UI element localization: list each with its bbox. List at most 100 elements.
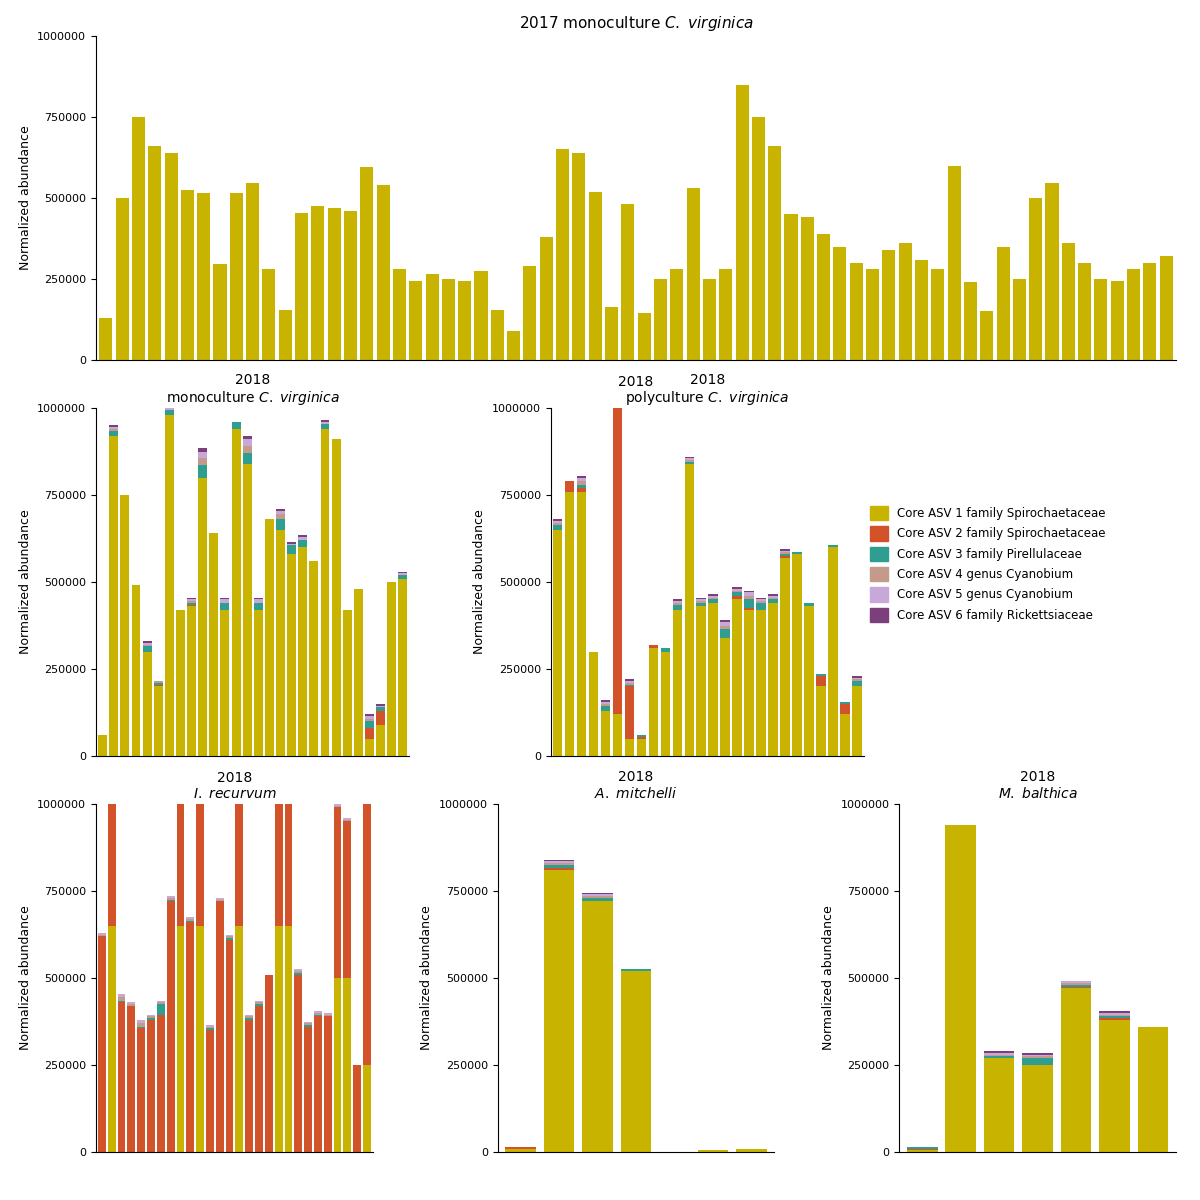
Bar <box>637 736 647 737</box>
Bar <box>186 917 194 919</box>
Bar <box>852 679 862 682</box>
Bar <box>100 318 113 360</box>
Bar <box>310 562 318 756</box>
Bar <box>565 492 575 756</box>
Bar <box>324 1014 331 1016</box>
Bar <box>984 1058 1014 1152</box>
Bar <box>756 610 766 756</box>
Bar <box>649 644 659 648</box>
Bar <box>553 521 563 523</box>
Bar <box>544 859 575 862</box>
Bar <box>276 514 284 520</box>
Bar <box>148 1020 155 1152</box>
Bar <box>601 702 611 703</box>
Bar <box>276 511 284 514</box>
Bar <box>622 204 635 360</box>
Bar <box>625 685 635 686</box>
Bar <box>294 971 302 973</box>
Bar <box>265 520 274 756</box>
Bar <box>304 1024 312 1025</box>
Bar <box>398 578 407 756</box>
Bar <box>768 598 778 599</box>
Bar <box>276 509 284 511</box>
Bar <box>661 648 670 652</box>
Bar <box>696 606 706 756</box>
Bar <box>768 594 778 596</box>
Bar <box>544 865 575 869</box>
Bar <box>246 184 259 360</box>
Bar <box>127 1004 136 1006</box>
Bar <box>364 787 371 790</box>
Bar <box>756 598 766 599</box>
Bar <box>582 893 613 894</box>
Bar <box>577 492 587 756</box>
Bar <box>334 978 342 1152</box>
Bar <box>601 703 611 706</box>
Bar <box>1099 1020 1130 1152</box>
Bar <box>828 547 838 756</box>
Bar <box>732 596 742 599</box>
Bar <box>553 529 563 756</box>
Bar <box>118 1002 126 1152</box>
Bar <box>263 269 276 360</box>
Bar <box>505 1147 536 1148</box>
Bar <box>907 1151 937 1152</box>
Bar <box>118 1001 126 1002</box>
Bar <box>736 84 749 360</box>
Bar <box>98 935 106 936</box>
Bar <box>254 602 263 610</box>
Bar <box>294 973 302 974</box>
Bar <box>672 599 682 601</box>
Bar <box>589 192 601 360</box>
Bar <box>235 677 244 679</box>
Bar <box>1099 1014 1130 1016</box>
Bar <box>284 720 293 926</box>
Bar <box>334 804 342 805</box>
Bar <box>553 520 563 521</box>
Bar <box>376 707 385 710</box>
Bar <box>275 719 282 720</box>
Bar <box>254 610 263 756</box>
Bar <box>508 331 520 360</box>
Bar <box>491 310 504 360</box>
Bar <box>816 686 826 756</box>
Bar <box>964 282 977 360</box>
Bar <box>474 271 487 360</box>
Bar <box>523 266 536 360</box>
Bar <box>601 706 611 710</box>
Bar <box>780 558 790 756</box>
Bar <box>577 478 587 481</box>
Bar <box>756 601 766 602</box>
Bar <box>311 206 324 360</box>
Title: 2018
monoculture $\it{C.\ virginica}$: 2018 monoculture $\it{C.\ virginica}$ <box>166 373 340 408</box>
Bar <box>637 737 647 738</box>
Bar <box>331 439 341 756</box>
Bar <box>661 652 670 756</box>
Bar <box>314 1012 322 1013</box>
Bar <box>127 1006 136 1152</box>
Bar <box>1138 1027 1169 1152</box>
Bar <box>343 610 352 756</box>
Bar <box>544 870 575 1152</box>
Bar <box>256 1004 263 1006</box>
Bar <box>364 784 371 785</box>
Bar <box>376 710 385 725</box>
Bar <box>672 610 682 756</box>
Bar <box>245 1014 253 1016</box>
Bar <box>353 1066 361 1152</box>
Bar <box>732 590 742 593</box>
Bar <box>605 306 618 360</box>
Bar <box>143 641 151 643</box>
Bar <box>816 674 826 676</box>
Bar <box>108 672 115 926</box>
Bar <box>154 686 163 756</box>
Bar <box>582 894 613 896</box>
Bar <box>696 598 706 599</box>
Bar <box>287 546 296 554</box>
Bar <box>235 680 244 682</box>
Bar <box>242 463 252 756</box>
Bar <box>198 448 208 451</box>
Bar <box>118 997 126 1001</box>
Bar <box>324 1016 331 1152</box>
Bar <box>388 582 396 756</box>
